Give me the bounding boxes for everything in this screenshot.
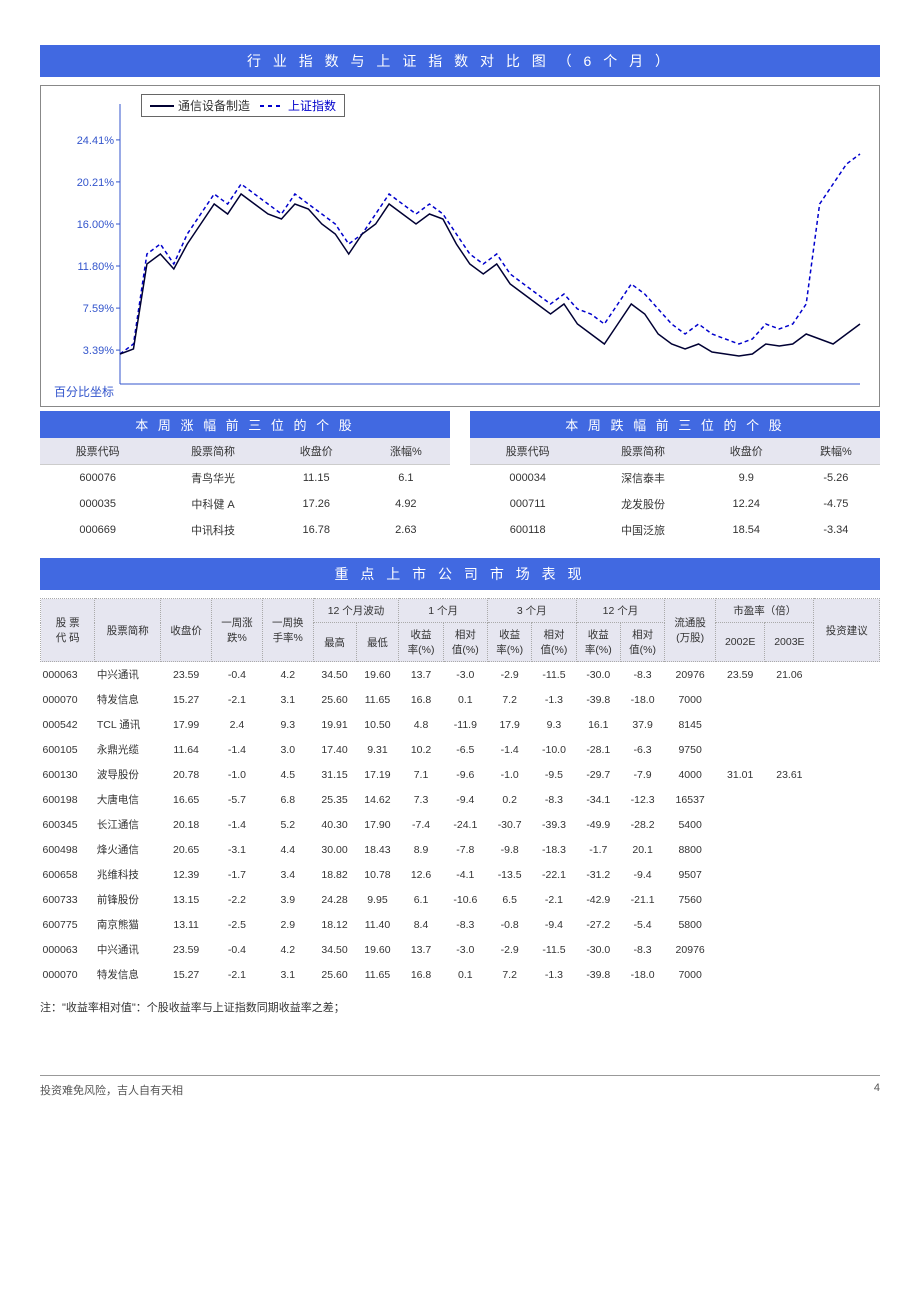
table-header: 12 个月 bbox=[576, 599, 665, 623]
table-header: 2002E bbox=[716, 623, 765, 662]
table-row: 600658兆维科技12.39-1.73.418.8210.7812.6-4.1… bbox=[41, 862, 880, 887]
svg-text:11.80%: 11.80% bbox=[78, 261, 115, 273]
footnote: 注："收益率相对值"：个股收益率与上证指数同期收益率之差； bbox=[40, 999, 880, 1015]
table-header: 一周涨跌% bbox=[212, 599, 263, 662]
table-header: 市盈率（倍） bbox=[716, 599, 814, 623]
table-row: 600076青鸟华光11.156.1 bbox=[40, 465, 450, 492]
svg-text:百分比坐标: 百分比坐标 bbox=[54, 385, 114, 399]
table-row: 600198大唐电信16.65-5.76.825.3514.627.3-9.40… bbox=[41, 787, 880, 812]
section-header-chart: 行 业 指 数 与 上 证 指 数 对 比 图 （ 6 个 月 ） bbox=[40, 45, 880, 77]
legend-line-solid bbox=[150, 105, 174, 107]
table-header: 最高 bbox=[313, 623, 356, 662]
svg-text:7.59%: 7.59% bbox=[83, 303, 114, 315]
table-row: 600130波导股份20.78-1.04.531.1517.197.1-9.6-… bbox=[41, 762, 880, 787]
legend-label-0: 通信设备制造 bbox=[178, 97, 250, 114]
losers-table: 股票代码股票简称收盘价跌幅% 000034深信泰丰9.9-5.26000711龙… bbox=[470, 438, 880, 543]
table-row: 600118中国泛旅18.54-3.34 bbox=[470, 517, 880, 543]
footer-page-number: 4 bbox=[874, 1082, 880, 1098]
table-header: 相对值(%) bbox=[620, 623, 664, 662]
table-row: 000070特发信息15.27-2.13.125.6011.6516.80.17… bbox=[41, 687, 880, 712]
table-row: 000035中科健 A17.264.92 bbox=[40, 491, 450, 517]
table-header: 收盘价 bbox=[161, 599, 212, 662]
table-header: 股 票代 码 bbox=[41, 599, 95, 662]
table-header: 投资建议 bbox=[814, 599, 880, 662]
table-row: 000063中兴通讯23.59-0.44.234.5019.6013.7-3.0… bbox=[41, 662, 880, 688]
footer-left: 投资难免风险，吉人自有天相 bbox=[40, 1082, 183, 1098]
table-header: 相对值(%) bbox=[443, 623, 487, 662]
table-row: 000711龙发股份12.24-4.75 bbox=[470, 491, 880, 517]
legend-label-1: 上证指数 bbox=[288, 97, 336, 114]
chart-legend: 通信设备制造 上证指数 bbox=[141, 94, 345, 117]
table-header: 收益率(%) bbox=[576, 623, 620, 662]
table-header: 股票简称 bbox=[95, 599, 161, 662]
svg-text:3.39%: 3.39% bbox=[83, 345, 114, 357]
table-row: 600498烽火通信20.65-3.14.430.0018.438.9-7.8-… bbox=[41, 837, 880, 862]
table-header: 1 个月 bbox=[399, 599, 488, 623]
section-header-main: 重 点 上 市 公 司 市 场 表 现 bbox=[40, 558, 880, 590]
table-header: 一周换手率% bbox=[262, 599, 313, 662]
table-header: 股票代码 bbox=[470, 438, 585, 465]
table-header: 涨幅% bbox=[362, 438, 450, 465]
table-header: 流通股(万股) bbox=[665, 599, 716, 662]
chart-container: 通信设备制造 上证指数 24.41% 20.21% 16.00% 11.80% 7.59… bbox=[40, 85, 880, 407]
table-header: 最低 bbox=[356, 623, 399, 662]
svg-text:24.41%: 24.41% bbox=[77, 135, 115, 147]
svg-text:16.00%: 16.00% bbox=[77, 219, 115, 231]
table-header: 2003E bbox=[765, 623, 814, 662]
table-row: 600733前锋股份13.15-2.23.924.289.956.1-10.66… bbox=[41, 887, 880, 912]
table-row: 600345长江通信20.18-1.45.240.3017.90-7.4-24.… bbox=[41, 812, 880, 837]
table-row: 000669中讯科技16.782.63 bbox=[40, 517, 450, 543]
table-row: 600105永鼎光缆11.64-1.43.017.409.3110.2-6.5-… bbox=[41, 737, 880, 762]
losers-header: 本 周 跌 幅 前 三 位 的 个 股 bbox=[470, 411, 880, 438]
table-header: 收益率(%) bbox=[488, 623, 532, 662]
table-header: 股票简称 bbox=[585, 438, 700, 465]
table-header: 收益率(%) bbox=[399, 623, 443, 662]
table-header: 股票代码 bbox=[40, 438, 155, 465]
table-header: 股票简称 bbox=[155, 438, 270, 465]
table-header: 3 个月 bbox=[488, 599, 577, 623]
table-row: 000070特发信息15.27-2.13.125.6011.6516.80.17… bbox=[41, 962, 880, 987]
table-header: 相对值(%) bbox=[532, 623, 576, 662]
legend-line-dashed bbox=[260, 105, 284, 107]
main-table: 股 票代 码股票简称收盘价一周涨跌%一周换手率%12 个月波动1 个月3 个月1… bbox=[40, 598, 880, 987]
gainers-table: 股票代码股票简称收盘价涨幅% 600076青鸟华光11.156.1000035中… bbox=[40, 438, 450, 543]
table-header: 收盘价 bbox=[701, 438, 792, 465]
table-row: 000063中兴通讯23.59-0.44.234.5019.6013.7-3.0… bbox=[41, 937, 880, 962]
table-row: 600775南京熊猫13.11-2.52.918.1211.408.4-8.3-… bbox=[41, 912, 880, 937]
svg-text:20.21%: 20.21% bbox=[77, 177, 115, 189]
table-row: 000542TCL 通讯17.992.49.319.9110.504.8-11.… bbox=[41, 712, 880, 737]
line-chart: 24.41% 20.21% 16.00% 11.80% 7.59% 3.39% 百分比坐标 bbox=[49, 94, 871, 404]
table-header: 12 个月波动 bbox=[313, 599, 399, 623]
table-header: 收盘价 bbox=[271, 438, 362, 465]
table-header: 跌幅% bbox=[792, 438, 880, 465]
gainers-header: 本 周 涨 幅 前 三 位 的 个 股 bbox=[40, 411, 450, 438]
table-row: 000034深信泰丰9.9-5.26 bbox=[470, 465, 880, 492]
